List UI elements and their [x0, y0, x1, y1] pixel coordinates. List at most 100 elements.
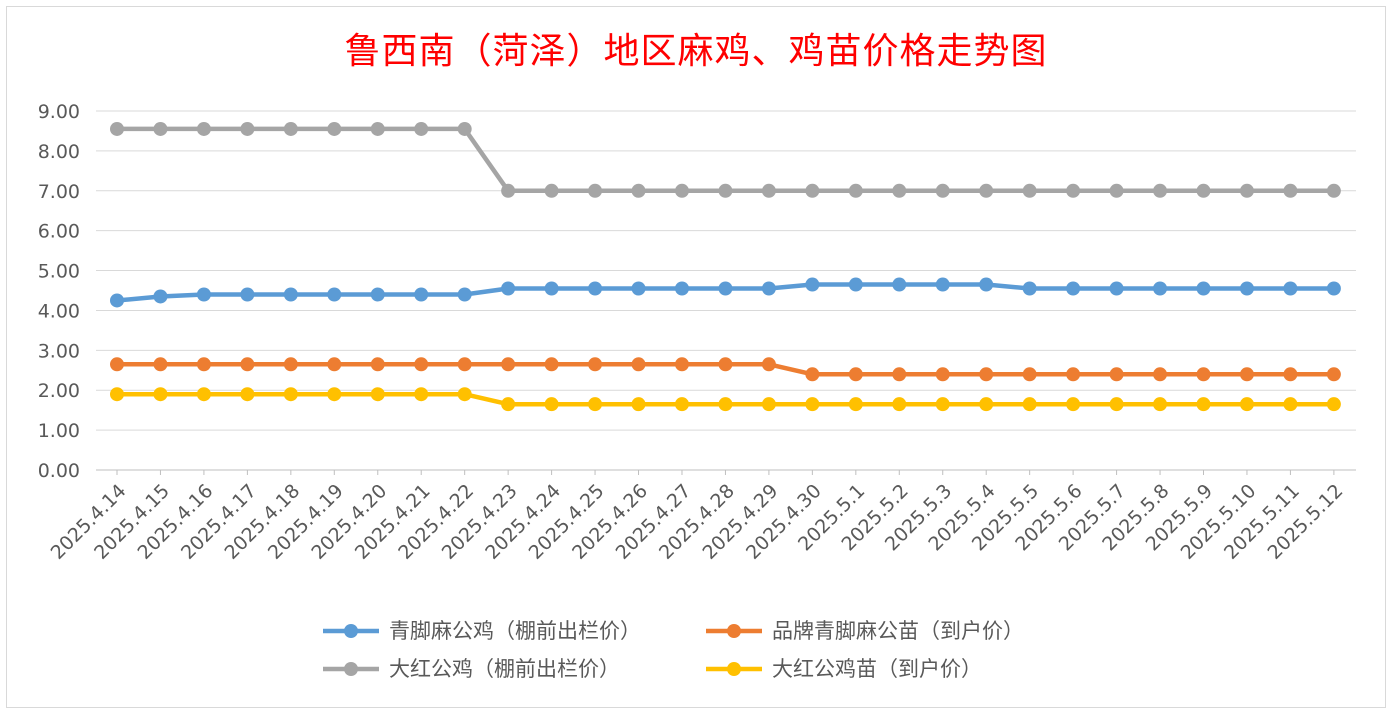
data-point — [1109, 281, 1124, 296]
data-point — [1109, 367, 1124, 382]
data-point — [370, 357, 385, 372]
y-axis-ticks: 0.00 1.00 2.00 3.00 4.00 5.00 6.00 7.00 8.00 9.00 — [38, 101, 80, 482]
legend-marker — [727, 662, 741, 676]
data-point — [544, 397, 559, 412]
data-point — [457, 121, 472, 136]
data-point — [1066, 397, 1081, 412]
data-point — [1022, 367, 1037, 382]
data-point — [1153, 367, 1168, 382]
legend-item: 青脚麻公鸡（棚前出栏价） — [323, 619, 641, 643]
data-point — [848, 183, 863, 198]
series-3 — [110, 121, 1341, 198]
data-point — [153, 357, 168, 372]
data-point — [674, 183, 689, 198]
data-point — [1066, 281, 1081, 296]
data-point — [501, 281, 516, 296]
data-point — [761, 281, 776, 296]
data-point — [414, 357, 429, 372]
series-lines — [110, 121, 1341, 412]
data-point — [1196, 367, 1211, 382]
legend-label: 大红公鸡苗（到户价） — [772, 657, 982, 681]
series-1 — [110, 277, 1341, 308]
data-point — [1109, 183, 1124, 198]
data-point — [935, 183, 950, 198]
data-point — [1239, 183, 1254, 198]
data-point — [848, 277, 863, 292]
data-point — [457, 357, 472, 372]
y-tick-label: 9.00 — [38, 101, 80, 123]
data-point — [283, 387, 298, 402]
legend-label: 青脚麻公鸡（棚前出栏价） — [389, 619, 641, 643]
data-point — [1153, 281, 1168, 296]
data-point — [588, 281, 603, 296]
data-point — [674, 281, 689, 296]
data-point — [196, 287, 211, 302]
data-point — [718, 183, 733, 198]
data-point — [1326, 281, 1341, 296]
data-point — [153, 387, 168, 402]
data-point — [935, 277, 950, 292]
data-point — [805, 183, 820, 198]
data-point — [1022, 397, 1037, 412]
data-point — [631, 357, 646, 372]
data-point — [718, 397, 733, 412]
legend-item: 大红公鸡苗（到户价） — [706, 657, 982, 681]
data-point — [1153, 183, 1168, 198]
data-point — [1283, 367, 1298, 382]
data-point — [805, 367, 820, 382]
data-point — [1022, 281, 1037, 296]
data-point — [979, 277, 994, 292]
data-point — [240, 121, 255, 136]
y-tick-label: 6.00 — [38, 221, 80, 243]
data-point — [283, 357, 298, 372]
data-point — [588, 397, 603, 412]
data-point — [457, 387, 472, 402]
data-point — [327, 121, 342, 136]
data-point — [631, 183, 646, 198]
data-point — [1066, 367, 1081, 382]
data-point — [588, 183, 603, 198]
data-point — [1326, 183, 1341, 198]
data-point — [1066, 183, 1081, 198]
data-point — [1283, 281, 1298, 296]
data-point — [414, 287, 429, 302]
data-point — [718, 281, 733, 296]
series-line — [114, 126, 1337, 194]
data-point — [1196, 183, 1211, 198]
y-tick-label: 2.00 — [38, 380, 80, 402]
data-point — [935, 397, 950, 412]
data-point — [631, 397, 646, 412]
data-point — [979, 397, 994, 412]
data-point — [240, 287, 255, 302]
chart-title: 鲁西南（菏泽）地区麻鸡、鸡苗价格走势图 — [344, 31, 1048, 72]
grid-lines — [96, 110, 1356, 471]
data-point — [283, 121, 298, 136]
data-point — [153, 289, 168, 304]
data-point — [892, 183, 907, 198]
y-tick-label: 7.00 — [38, 181, 80, 203]
data-point — [414, 387, 429, 402]
data-point — [1153, 397, 1168, 412]
data-point — [979, 367, 994, 382]
data-point — [110, 357, 124, 372]
data-point — [1326, 397, 1341, 412]
data-point — [892, 367, 907, 382]
data-point — [1283, 183, 1298, 198]
data-point — [544, 183, 559, 198]
data-point — [370, 121, 385, 136]
y-tick-label: 0.00 — [38, 460, 80, 482]
y-tick-label: 3.00 — [38, 340, 80, 362]
data-point — [240, 387, 255, 402]
data-point — [1239, 397, 1254, 412]
legend-item: 大红公鸡（棚前出栏价） — [323, 657, 620, 681]
y-tick-label: 1.00 — [38, 420, 80, 442]
data-point — [761, 397, 776, 412]
data-point — [110, 387, 124, 402]
y-tick-label: 5.00 — [38, 261, 80, 283]
data-point — [501, 357, 516, 372]
data-point — [718, 357, 733, 372]
data-point — [674, 357, 689, 372]
data-point — [327, 387, 342, 402]
legend-label: 大红公鸡（棚前出栏价） — [389, 657, 620, 681]
